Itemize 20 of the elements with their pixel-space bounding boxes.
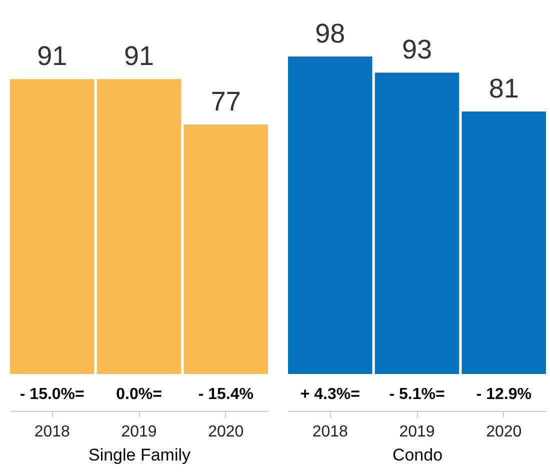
data-label: 98	[315, 18, 346, 48]
x-tick-label: 2019	[121, 424, 157, 440]
text: 0.0%=	[116, 386, 162, 403]
text: - 15.0%=	[20, 386, 84, 403]
x-tick-label: 2020	[208, 424, 244, 440]
x-tick-label: 2018	[34, 424, 70, 440]
x-tick-label: 2020	[486, 424, 522, 440]
data-label: 93	[402, 34, 432, 65]
data-label: 91	[37, 41, 68, 72]
data-label: 91	[124, 41, 154, 72]
data-label: 81	[488, 74, 519, 104]
x-axis-title: Single Family	[88, 446, 192, 464]
x-tick-label: 2018	[312, 424, 348, 440]
x-axis-title: Condo	[392, 446, 443, 464]
data-label: 77	[210, 86, 241, 117]
text: - 5.1%=	[389, 386, 445, 403]
x-tick-label: 2019	[399, 424, 435, 440]
text: - 12.9%	[476, 386, 532, 403]
text: + 4.3%=	[300, 386, 360, 403]
text: - 15.4%	[198, 386, 254, 403]
